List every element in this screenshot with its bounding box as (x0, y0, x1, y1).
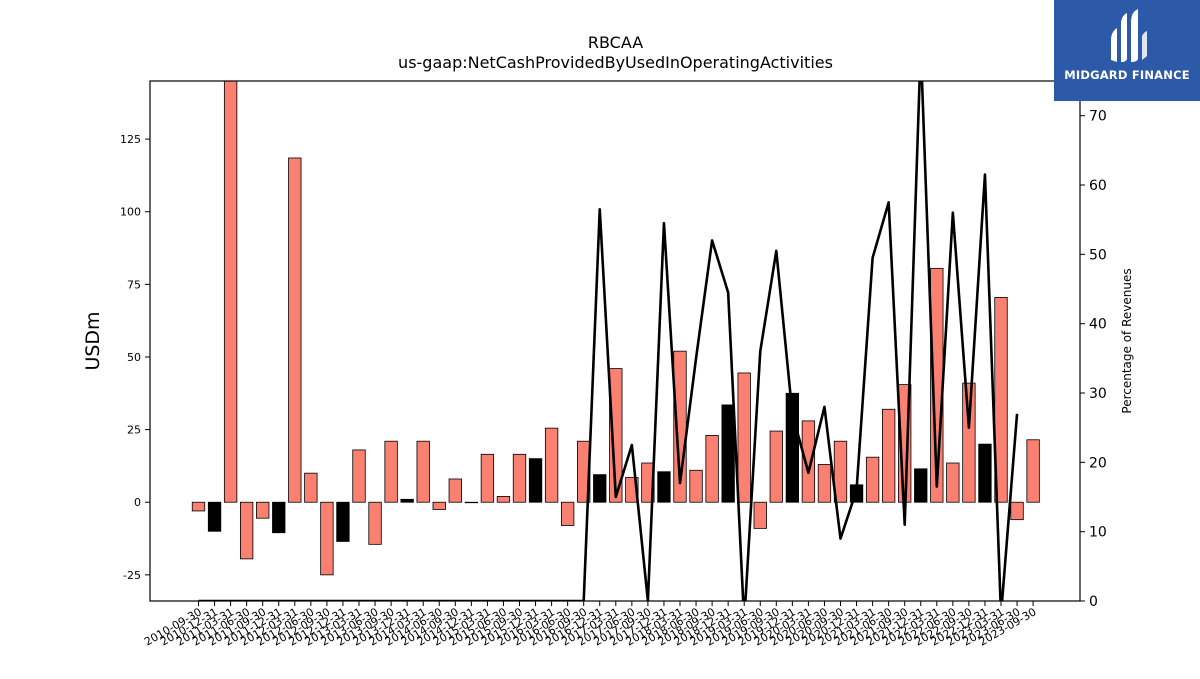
y2-tick-label-40: 40 (1089, 317, 1107, 333)
bar-2018-06-30 (689, 469, 703, 503)
bar-2012-12-31 (336, 501, 350, 542)
y-tick-label-50: 50 (127, 351, 141, 364)
percentage-line (198, 81, 1019, 601)
bar-2017-12-31 (657, 471, 671, 503)
bar-2022-12-31 (978, 443, 992, 503)
bar-2019-06-30 (753, 501, 767, 529)
plot-area (191, 81, 1040, 601)
y-tick-label-125: 125 (120, 133, 141, 146)
bar-2011-03-31 (223, 81, 238, 503)
y-tick-label-25: 25 (127, 424, 141, 437)
y-tick-label-100: 100 (120, 206, 141, 219)
bar-2023-03-31 (994, 297, 1008, 503)
bar-2018-09-30 (705, 435, 719, 503)
bar-2022-09-30 (962, 382, 976, 503)
logo-mark-icon (1111, 9, 1147, 62)
bar-2021-06-30 (882, 408, 896, 503)
bar-2016-06-30 (561, 501, 575, 526)
y-tick-label--25: -25 (123, 569, 141, 582)
bar-2013-03-31 (352, 449, 366, 503)
bar-2021-12-31 (914, 468, 928, 503)
bar-2014-06-30 (432, 501, 446, 510)
plot-frame (149, 80, 1081, 602)
bar-2015-09-30 (512, 453, 527, 503)
logo-text: MIDGARD FINANCE (1064, 68, 1190, 82)
bar-2014-09-30 (448, 478, 462, 503)
chart-subtitle: us-gaap:NetCashProvidedByUsedInOperating… (398, 53, 833, 72)
bar-2016-12-31 (593, 474, 607, 503)
bar-2023-06-30 (1010, 501, 1024, 521)
bar-2019-09-30 (769, 430, 783, 503)
y2-tick-label-30: 30 (1089, 386, 1107, 402)
bar-2011-12-31 (272, 501, 286, 534)
midgard-finance-logo: MIDGARD FINANCE (1054, 0, 1200, 101)
bar-2014-03-31 (416, 440, 430, 503)
bar-2011-09-30 (256, 501, 270, 519)
chart-title: RBCAA (588, 33, 643, 52)
y2-tick-label-50: 50 (1089, 247, 1107, 263)
bar-2015-12-31 (528, 458, 543, 503)
bar-2012-09-30 (320, 501, 334, 576)
bar-2013-09-30 (384, 440, 398, 503)
plot-layer: -2502550751001250102030405060702010-09-3… (120, 80, 1107, 649)
bar-2010-09-30 (191, 501, 206, 512)
bar-2022-06-30 (946, 462, 960, 503)
y-tick-label-75: 75 (127, 278, 141, 291)
bar-2016-03-31 (544, 427, 559, 503)
y2-tick-label-60: 60 (1089, 178, 1107, 194)
y2-tick-label-0: 0 (1089, 594, 1098, 610)
bar-2021-03-31 (865, 456, 880, 503)
bar-2011-06-30 (239, 501, 254, 560)
bar-2020-09-30 (833, 440, 848, 503)
bar-2012-06-30 (304, 472, 318, 503)
bar-2015-06-30 (496, 496, 511, 503)
bar-2013-06-30 (368, 501, 382, 545)
bar-2013-12-31 (400, 498, 414, 503)
bar-2020-03-31 (801, 420, 816, 503)
bar-2018-12-31 (721, 404, 735, 503)
bar-2010-12-31 (207, 501, 222, 532)
y2-tick-label-70: 70 (1089, 109, 1107, 125)
bar-2023-09-30 (1026, 439, 1040, 503)
bar-2014-12-31 (464, 501, 479, 504)
y2-axis-label: Percentage of Revenues (1120, 268, 1134, 413)
y-tick-label-0: 0 (134, 496, 141, 509)
y2-tick-label-10: 10 (1089, 525, 1107, 541)
bar-2015-03-31 (480, 453, 495, 503)
y2-tick-label-20: 20 (1089, 455, 1107, 471)
bar-2017-03-31 (609, 368, 623, 503)
bar-2012-03-31 (288, 157, 302, 503)
bar-2020-06-30 (817, 464, 832, 503)
bar-2019-03-31 (737, 372, 751, 503)
y-axis-label: USDm (82, 311, 104, 370)
